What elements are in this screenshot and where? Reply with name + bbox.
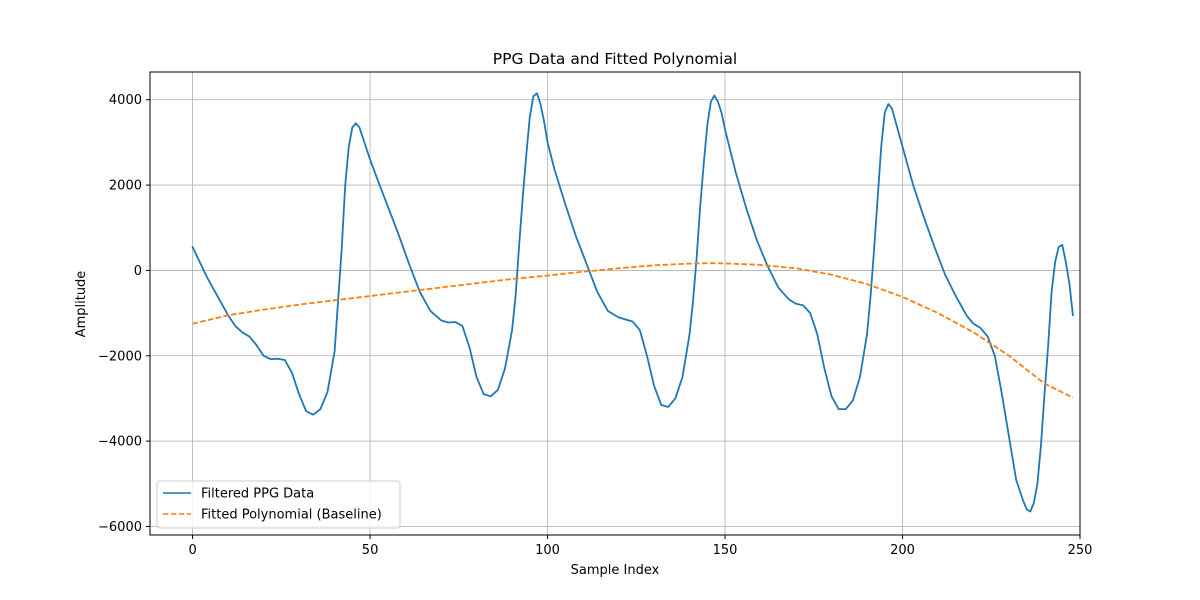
legend-label-filtered-ppg: Filtered PPG Data	[201, 487, 314, 502]
chart-title: PPG Data and Fitted Polynomial	[493, 50, 737, 68]
x-tick-label: 150	[713, 543, 738, 558]
x-axis-title: Sample Index	[571, 563, 660, 578]
legend-box	[156, 480, 401, 529]
plot-frame	[149, 71, 1081, 536]
series-line-filtered-ppg	[191, 92, 1074, 513]
y-tick-label: −2000	[98, 349, 142, 364]
y-tick-label: −4000	[98, 435, 142, 450]
legend-label-fitted-polynomial: Fitted Polynomial (Baseline)	[201, 508, 382, 523]
grid	[150, 72, 1081, 535]
x-tick-label: 0	[188, 543, 196, 558]
axis-ticks: 0 50 100 150 200 250 −6000 −4000 −2000 0 2000 4000	[98, 93, 1092, 558]
legend: Filtered PPG Data Fitted Polynomial (Bas…	[156, 480, 401, 529]
plot-series	[191, 92, 1074, 513]
x-tick-label: 250	[1068, 543, 1093, 558]
x-tick-label: 200	[890, 543, 915, 558]
y-tick-label: 4000	[109, 93, 142, 108]
y-axis-title: Amplitude	[74, 271, 89, 338]
y-tick-label: −6000	[98, 520, 142, 535]
y-tick-label: 0	[134, 264, 142, 279]
x-tick-label: 50	[362, 543, 379, 558]
x-tick-label: 100	[535, 543, 560, 558]
y-tick-label: 2000	[109, 179, 142, 194]
series-line-fitted-polynomial	[192, 262, 1074, 399]
